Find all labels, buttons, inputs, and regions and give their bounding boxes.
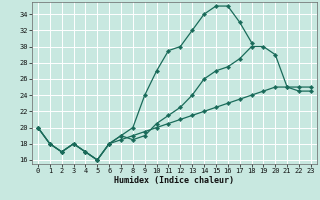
X-axis label: Humidex (Indice chaleur): Humidex (Indice chaleur) (115, 176, 234, 185)
